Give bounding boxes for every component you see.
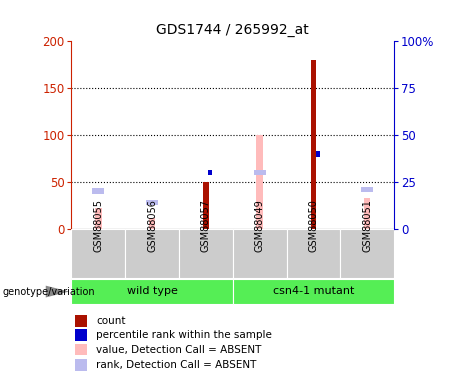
Bar bbox=[311, 60, 316, 229]
Bar bbox=[361, 187, 373, 192]
Text: value, Detection Call = ABSENT: value, Detection Call = ABSENT bbox=[96, 345, 261, 354]
Bar bbox=[125, 229, 179, 278]
Bar bbox=[92, 188, 104, 194]
Text: GSM88049: GSM88049 bbox=[254, 200, 265, 252]
Bar bbox=[254, 170, 266, 176]
Bar bbox=[316, 151, 320, 157]
Bar bbox=[75, 315, 87, 327]
Bar bbox=[340, 229, 394, 278]
Text: csn4-1 mutant: csn4-1 mutant bbox=[273, 286, 354, 296]
Title: GDS1744 / 265992_at: GDS1744 / 265992_at bbox=[156, 24, 309, 38]
Bar bbox=[75, 359, 87, 371]
Text: GSM88055: GSM88055 bbox=[93, 199, 103, 252]
Bar bbox=[287, 229, 340, 278]
Bar bbox=[364, 198, 371, 229]
Bar bbox=[71, 279, 233, 304]
Text: percentile rank within the sample: percentile rank within the sample bbox=[96, 330, 272, 340]
Text: GSM88051: GSM88051 bbox=[362, 199, 372, 252]
Bar bbox=[233, 279, 394, 304]
Polygon shape bbox=[46, 286, 69, 297]
Text: wild type: wild type bbox=[127, 286, 177, 296]
Text: rank, Detection Call = ABSENT: rank, Detection Call = ABSENT bbox=[96, 360, 256, 370]
Text: count: count bbox=[96, 316, 125, 326]
Bar bbox=[75, 329, 87, 341]
Bar bbox=[203, 182, 208, 229]
Bar bbox=[179, 229, 233, 278]
Bar bbox=[233, 229, 287, 278]
Bar bbox=[75, 344, 87, 355]
Text: GSM88050: GSM88050 bbox=[308, 199, 319, 252]
Bar bbox=[208, 170, 213, 176]
Text: GSM88056: GSM88056 bbox=[147, 199, 157, 252]
Bar bbox=[95, 208, 101, 229]
Text: genotype/variation: genotype/variation bbox=[2, 287, 95, 297]
Bar bbox=[256, 135, 263, 229]
Bar bbox=[149, 217, 155, 229]
Text: GSM88057: GSM88057 bbox=[201, 199, 211, 252]
Bar bbox=[146, 200, 158, 206]
Bar bbox=[71, 229, 125, 278]
